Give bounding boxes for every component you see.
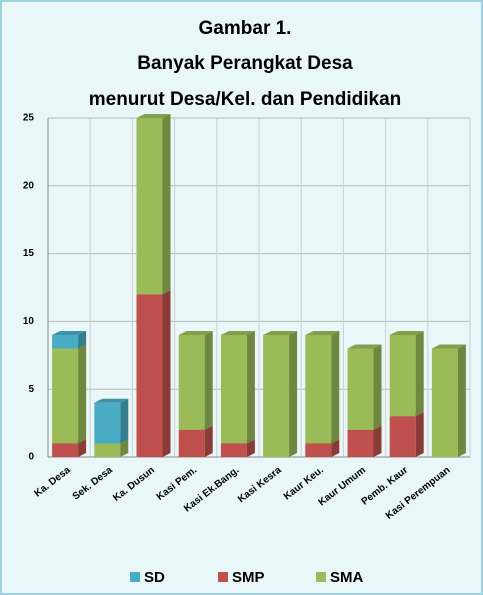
legend-swatch	[130, 572, 140, 582]
bar-segment	[136, 294, 163, 457]
y-tick-label: 20	[23, 180, 35, 191]
bar-segment	[389, 416, 416, 457]
bar-side	[204, 330, 213, 430]
bar-segment	[263, 334, 290, 457]
bar-top	[389, 330, 424, 335]
bar-segment	[52, 443, 79, 457]
legend-swatch	[316, 572, 326, 582]
legend-label: SMP	[232, 569, 265, 586]
bar-top	[305, 330, 340, 335]
bar-side	[331, 330, 340, 444]
bar-side	[162, 114, 171, 295]
bar-segment	[431, 348, 458, 457]
legend-label: SMA	[330, 569, 364, 586]
bar-side	[289, 330, 298, 457]
bar-segment	[305, 443, 332, 457]
bar-segment	[94, 443, 121, 457]
bar-side	[246, 439, 255, 457]
bar-segment	[347, 429, 374, 457]
bar-segment	[220, 443, 247, 457]
y-tick-label: 15	[23, 248, 35, 259]
legend-label: SD	[144, 569, 165, 586]
bar-segment	[94, 402, 121, 444]
bar-top	[263, 330, 298, 335]
bar-top	[178, 330, 213, 335]
bar-side	[331, 439, 340, 457]
bar-top	[94, 398, 129, 403]
bar-side	[246, 330, 255, 444]
legend-swatch	[218, 572, 228, 582]
bar-top	[52, 330, 87, 335]
bar-segment	[136, 118, 163, 295]
bar-segment	[347, 348, 374, 430]
bar-segment	[220, 334, 247, 444]
bar-side	[415, 412, 424, 457]
chart-title: Banyak Perangkat Desa	[137, 53, 353, 74]
bar-side	[204, 425, 213, 457]
bar-side	[78, 330, 87, 349]
bar-top	[136, 114, 171, 118]
bar-segment	[178, 429, 205, 457]
bar-segment	[52, 348, 79, 444]
bar-side	[373, 344, 382, 430]
bar-segment	[389, 334, 416, 417]
y-tick-label: 10	[23, 316, 35, 327]
y-tick-label: 5	[28, 384, 34, 395]
bar-segment	[178, 334, 205, 430]
bar-top	[347, 344, 382, 349]
bar-side	[415, 330, 424, 417]
y-tick-label: 25	[23, 113, 35, 124]
bar-top	[220, 330, 255, 335]
bar-side	[78, 439, 87, 457]
chart-title: Gambar 1.	[199, 18, 292, 39]
bar-segment	[52, 334, 79, 349]
bar-segment	[305, 334, 332, 444]
bar-side	[78, 344, 87, 444]
bar-top	[431, 344, 466, 349]
bar-side	[120, 439, 129, 457]
bar-side	[162, 290, 171, 457]
chart-title: menurut Desa/Kel. dan Pendidikan	[89, 89, 402, 110]
bar-side	[120, 398, 129, 444]
bar-side	[457, 344, 466, 457]
y-tick-label: 0	[28, 452, 34, 463]
bar-side	[373, 425, 382, 457]
